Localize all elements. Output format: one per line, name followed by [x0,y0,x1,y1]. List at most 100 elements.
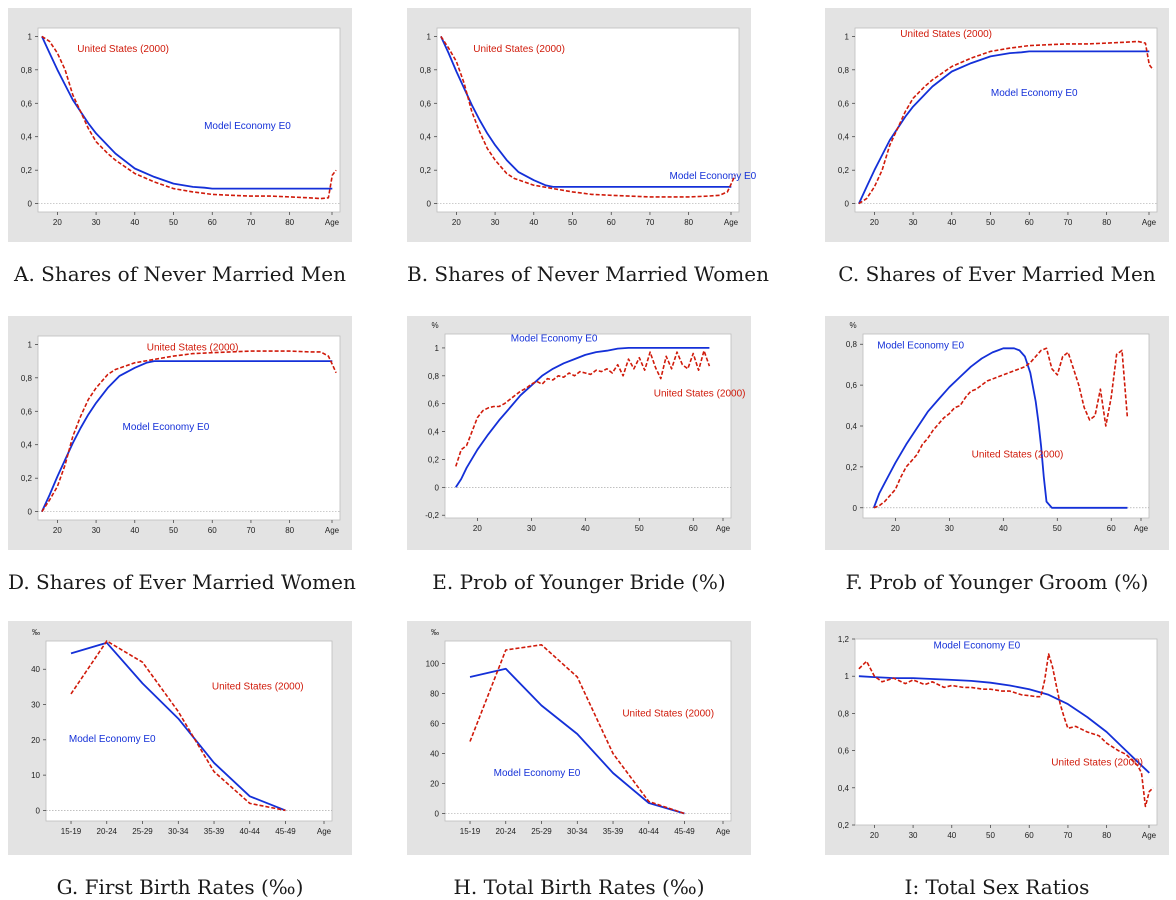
y-tick-label: 0 [28,200,33,209]
y-tick-label: 1 [845,32,850,41]
y-tick-label: 0 [845,200,850,209]
plot-area [854,638,1158,826]
x-tick-label: 50 [169,218,178,227]
plot-area [862,333,1150,519]
x-tick-label: 30 [909,831,918,840]
chart-svg: 0 0,2 0,4 0,6 0,8 1 20 30 40 50 60 70 80 Age Model Eco… [8,8,352,242]
chart-svg: 0,2 0,4 0,6 0,8 1 1,2 20 30 40 50 60 70 80 Age Model E… [825,621,1169,855]
y-tick-label: 0,2 [21,474,33,483]
y-tick-label: 1 [28,32,33,41]
x-tick-label: 70 [246,218,255,227]
y-tick-label: 0,6 [21,407,33,416]
y-tick-label: 0,8 [428,372,440,381]
x-tick-label: Age [716,827,731,836]
series-label-us: United States (2000) [147,343,239,354]
x-tick-label: 40 [130,526,139,535]
chart-panel: 0 20 40 60 80 100 15-19 20-24 25-29 30-34 35-39 40-… [407,621,751,855]
plot-area [37,27,341,213]
chart-panel: 0,2 0,4 0,6 0,8 1 1,2 20 30 40 50 60 70 80 Age Model E… [825,621,1169,855]
x-tick-label: 40-44 [639,827,660,836]
y-tick-label: 0 [427,200,432,209]
y-tick-label: 0,4 [420,133,432,142]
y-tick-label: 80 [430,690,439,699]
x-tick-label: 20 [53,526,62,535]
x-tick-label: 30 [491,218,500,227]
x-tick-label: 80 [285,218,294,227]
series-line-us [455,349,711,467]
series-label-model: Model Economy E0 [934,640,1021,651]
chart-panel: 0 0,2 0,4 0,6 0,8 1 20 30 40 50 60 70 80 Age Model Eco… [8,8,352,242]
y-tick-label: 0,6 [420,99,432,108]
x-tick-label: 25-29 [531,827,552,836]
x-tick-label: 15-19 [61,827,82,836]
chart-caption: B. Shares of Never Married Women [407,262,769,286]
y-tick-label: 0,6 [838,99,850,108]
series-label-us: United States (2000) [77,44,169,55]
series-line-model [455,346,710,488]
y-tick-label: 0,4 [846,422,858,431]
x-tick-label: 35-39 [204,827,225,836]
x-tick-label: Age [317,827,332,836]
y-tick-label: 0,8 [846,340,858,349]
x-tick-label: 20 [53,218,62,227]
plot-area [854,27,1158,213]
y-tick-label: 40 [430,750,439,759]
x-tick-label: Age [724,218,739,227]
series-label-model: Model Economy E0 [991,88,1078,99]
series-label-us: United States (2000) [622,709,714,720]
x-tick-label: 60 [208,218,217,227]
series-label-us: United States (2000) [972,449,1064,460]
x-tick-label: 50 [635,524,644,533]
x-tick-label: 40 [947,831,956,840]
x-tick-label: 45-49 [674,827,695,836]
y-tick-label: 0 [435,810,440,819]
x-tick-label: 50 [1053,524,1062,533]
x-tick-label: 20 [452,218,461,227]
chart-caption: G. First Birth Rates (‰) [56,875,304,899]
y-tick-label: 0,6 [846,381,858,390]
series-line-us [70,640,286,812]
y-tick-label: -0,2 [425,511,439,520]
y-tick-label: 0 [435,483,440,492]
y-tick-label: 20 [31,736,40,745]
x-tick-label: 60 [689,524,698,533]
y-tick-label: 0,2 [838,166,850,175]
series-line-model [70,641,286,812]
y-tick-label: 0 [853,504,858,513]
plot-area [444,640,732,822]
x-tick-label: Age [325,218,340,227]
y-tick-label: 0,8 [838,709,850,718]
x-tick-label: 70 [1063,218,1072,227]
series-label-model: Model Economy E0 [204,121,291,132]
x-tick-label: 80 [684,218,693,227]
chart-panel: -0,2 0 0,2 0,4 0,6 0,8 1 20 30 40 50 60 Age% Model Ec… [407,316,751,550]
x-tick-label: 30 [92,218,101,227]
series-line-us [41,35,337,200]
y-unit-label: % [431,321,438,330]
series-line-us [469,643,685,815]
series-label-model: Model Economy E0 [69,734,156,745]
y-tick-label: 0,4 [21,441,33,450]
x-tick-label: 50 [986,831,995,840]
x-tick-label: 60 [607,218,616,227]
y-tick-label: 0,8 [21,66,33,75]
y-unit-label: ‰ [32,628,40,637]
y-tick-label: 10 [31,771,40,780]
y-tick-label: 1,2 [838,635,850,644]
plot-area [444,333,732,519]
plot-area [37,335,341,521]
x-tick-label: Age [1134,524,1149,533]
x-tick-label: 20 [473,524,482,533]
series-label-model: Model Economy E0 [494,768,581,779]
y-tick-label: 0,8 [838,66,850,75]
plot-area [436,27,740,213]
series-label-us: United States (2000) [212,682,304,693]
y-tick-label: 1 [427,32,432,41]
series-label-us: United States (2000) [654,389,746,400]
x-tick-label: 15-19 [460,827,481,836]
y-tick-label: 0,2 [838,821,850,830]
y-tick-label: 0,4 [838,133,850,142]
y-tick-label: 0,4 [21,133,33,142]
y-tick-label: 100 [426,660,440,669]
x-tick-label: 50 [568,218,577,227]
